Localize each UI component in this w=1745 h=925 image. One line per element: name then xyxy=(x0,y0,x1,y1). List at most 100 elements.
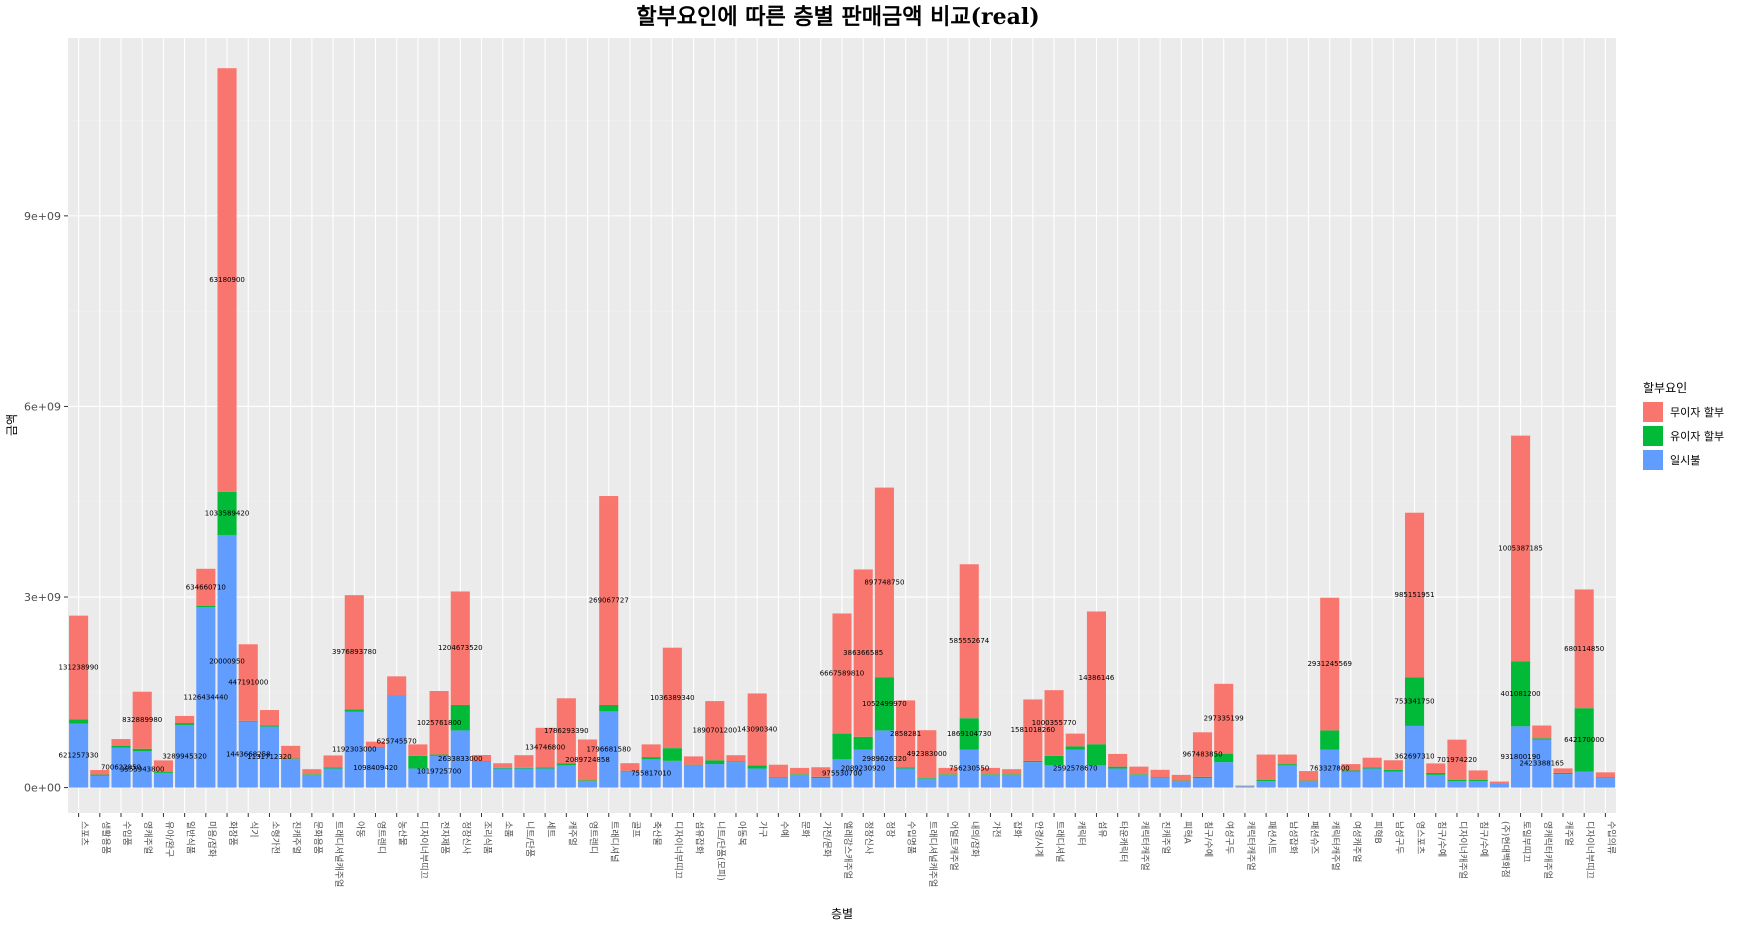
legend-swatch xyxy=(1643,426,1663,446)
bar-segment xyxy=(1532,739,1552,788)
x-tick-label: 디자이너부띠끄 xyxy=(1584,821,1595,879)
bar-segment xyxy=(641,757,661,760)
x-tick-label: 농산물 xyxy=(397,821,408,846)
data-label: 1126434440 xyxy=(184,693,229,701)
bar-segment xyxy=(1065,733,1085,747)
bar-segment xyxy=(1426,774,1446,788)
x-tick-label: 정장 xyxy=(884,821,895,838)
bar-segment xyxy=(1129,766,1149,775)
x-tick-label: 캐릭터캐주얼 xyxy=(1330,821,1342,871)
x-tick-label: 수입명품 xyxy=(906,821,918,854)
bar-segment xyxy=(111,745,131,748)
bar-segment xyxy=(514,755,534,768)
x-tick-label: 영캐릭터캐주얼 xyxy=(1542,821,1554,879)
bar-segment xyxy=(768,778,788,788)
bar-segment xyxy=(153,771,173,773)
bar-segment xyxy=(1405,677,1425,726)
x-tick-label: 미용/잡화 xyxy=(206,821,218,857)
bar-segment xyxy=(1553,768,1573,773)
bar-segment xyxy=(1256,781,1276,788)
data-label: 701974220 xyxy=(1437,756,1477,764)
bar-segment xyxy=(365,747,386,749)
x-tick-label: 캐릭터 xyxy=(1075,821,1087,846)
bar-segment xyxy=(471,761,492,763)
bar-segment xyxy=(365,741,386,748)
x-tick-label: 세트 xyxy=(545,821,556,838)
bar-segment xyxy=(874,487,894,678)
data-label: 680114850 xyxy=(1564,645,1604,653)
bar-segment xyxy=(1426,763,1446,773)
data-label: 756230550 xyxy=(949,765,989,773)
data-label: 967483850 xyxy=(1182,751,1222,759)
bar-segment xyxy=(302,769,322,775)
data-label: 1890701200 xyxy=(692,727,737,735)
bar-segment xyxy=(429,691,449,755)
bar-segment xyxy=(896,768,916,788)
x-tick-label: 진캐주얼 xyxy=(291,821,302,854)
bar-segment xyxy=(662,748,682,761)
bar-segment xyxy=(1362,767,1382,769)
x-tick-label: 디자이너부띠끄 xyxy=(418,821,429,879)
bar-segment xyxy=(132,748,152,752)
data-label: 2592578670 xyxy=(1053,765,1098,773)
data-label: 2089724858 xyxy=(565,756,610,764)
data-label: 1204673520 xyxy=(438,644,483,652)
bar-segment xyxy=(238,720,258,722)
x-tick-label: 트래디셔널캐주얼 xyxy=(333,821,344,887)
bar-segment xyxy=(387,695,407,696)
bar-segment xyxy=(1341,764,1361,771)
data-label: 642170000 xyxy=(1564,736,1604,744)
bar-segment xyxy=(1065,749,1085,788)
x-tick-label: 트래디셔널 xyxy=(1054,821,1065,862)
bar-segment xyxy=(1362,768,1382,788)
x-axis: 스포츠 생활용품 수입품 영캐주얼 유아/완구 일반식품 미용/잡화 화장품 식기 소형가전 진캐주… xyxy=(78,813,1617,887)
bar-segment xyxy=(556,765,576,788)
x-tick-label: 스포츠 xyxy=(79,821,90,846)
bar-segment xyxy=(917,778,937,779)
y-axis: 0e+00 3e+09 6e+09 9e+09 xyxy=(24,210,68,795)
y-tick-label: 6e+09 xyxy=(24,400,61,413)
bar-segment xyxy=(302,774,322,788)
bar-segment xyxy=(217,68,237,492)
bar-segment xyxy=(1320,597,1340,731)
x-tick-label: 조리식품 xyxy=(482,821,493,854)
data-label: 297335199 xyxy=(1204,715,1244,723)
bar-segment xyxy=(196,605,216,608)
data-label: 1052499970 xyxy=(862,700,907,708)
bar-segment xyxy=(408,755,428,769)
bar-segment xyxy=(1489,781,1509,784)
data-label: 20000950 xyxy=(209,657,245,665)
data-label: 625745570 xyxy=(377,738,417,746)
x-tick-label: 토일부띠끄 xyxy=(1521,821,1532,862)
data-label: 14386146 xyxy=(1079,674,1115,682)
bar-segment xyxy=(535,768,555,788)
bar-segment xyxy=(1489,783,1509,788)
data-label: 134746800 xyxy=(525,744,565,752)
x-tick-label: 영스포츠 xyxy=(1415,821,1426,854)
bar-segment xyxy=(238,644,258,721)
data-label: 1581018260 xyxy=(1011,726,1056,734)
bar-segment xyxy=(1277,754,1297,765)
bar-segment xyxy=(917,778,937,788)
bar-segment xyxy=(832,759,852,788)
bar-segment xyxy=(323,767,343,769)
bar-segment xyxy=(1256,754,1276,780)
bar-segment xyxy=(281,745,301,759)
bar-segment xyxy=(747,768,767,788)
data-label: 1098409420 xyxy=(353,764,398,772)
bar-segment xyxy=(556,698,576,764)
bar-segment xyxy=(1553,774,1573,788)
bar-segment xyxy=(281,758,301,760)
bar-segment xyxy=(768,777,788,779)
data-label: 131238990 xyxy=(59,663,99,671)
bar-segment xyxy=(747,765,767,769)
bar-segment xyxy=(1447,781,1467,788)
data-label: 755817010 xyxy=(631,769,671,777)
bar-segment xyxy=(1574,708,1594,772)
bar-segment xyxy=(599,705,619,712)
x-tick-label: 트래디셔널캐주얼 xyxy=(927,821,938,887)
bar-segment xyxy=(1277,765,1297,788)
x-tick-label: 생활용품 xyxy=(100,821,112,854)
x-tick-label: 타운캐릭터 xyxy=(1118,821,1130,862)
